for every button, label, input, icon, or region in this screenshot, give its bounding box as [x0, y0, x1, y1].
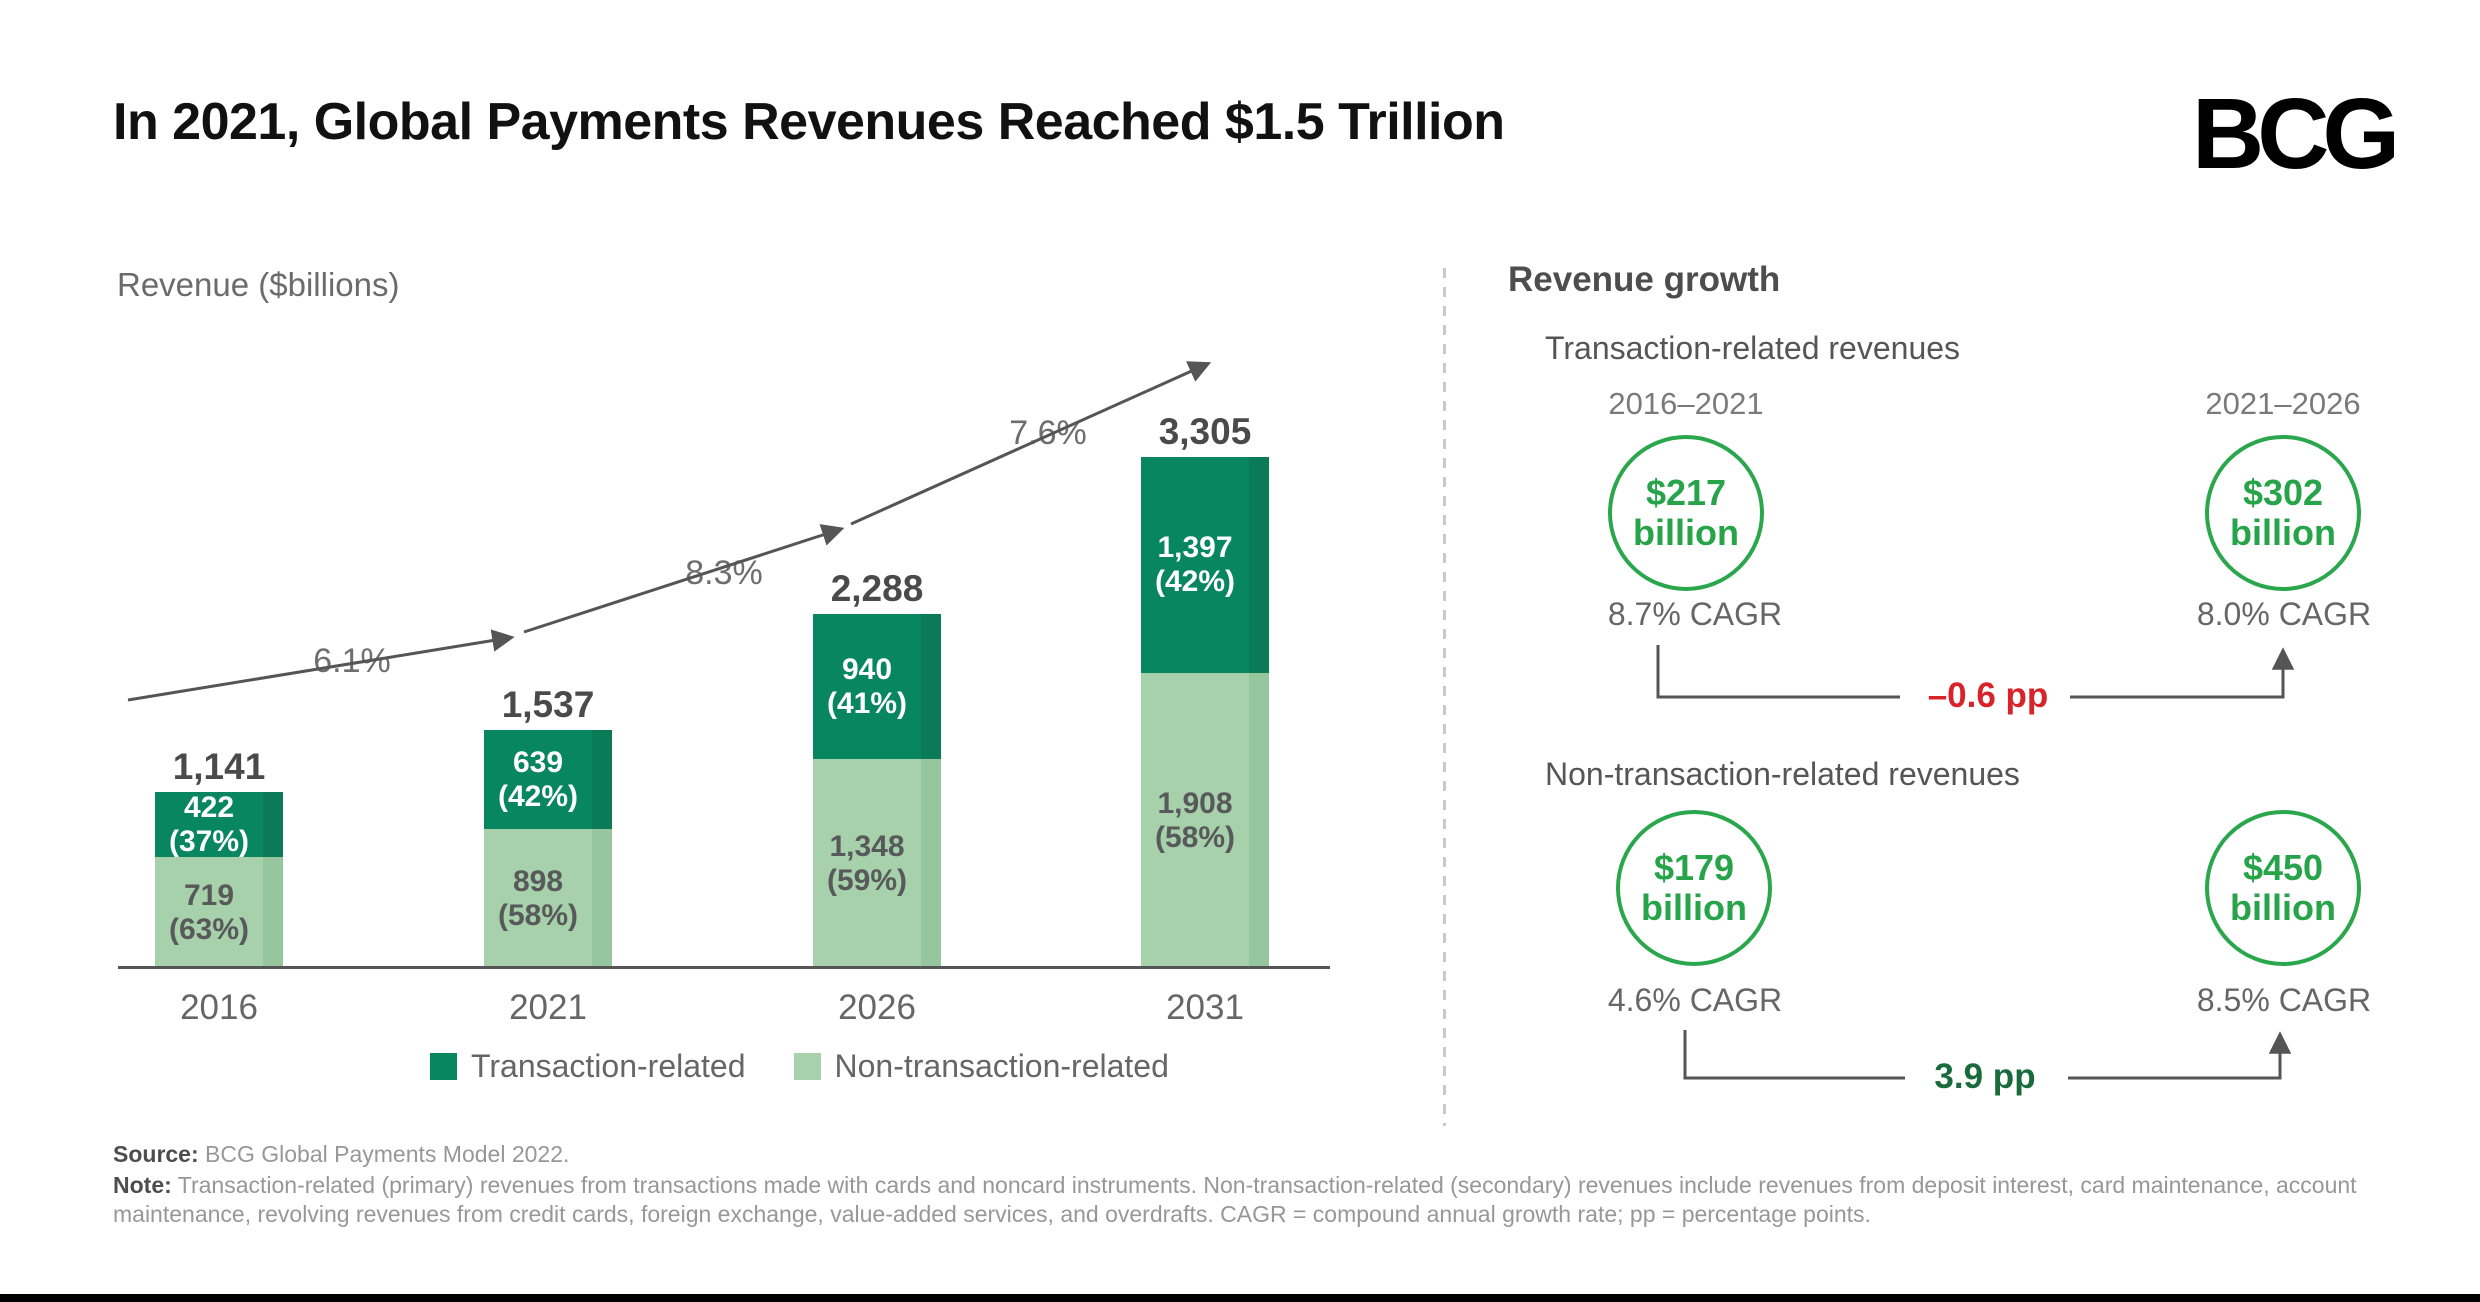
nontransaction-segment: 1,908 (58%): [1141, 673, 1269, 968]
vertical-dashed-divider: [1443, 268, 1446, 1126]
segment-percent: (42%): [1154, 565, 1236, 598]
source-line: Source: BCG Global Payments Model 2022.: [113, 1140, 2443, 1169]
note-text: Transaction-related (primary) revenues f…: [113, 1172, 2357, 1227]
bar-3d-shade: [592, 730, 612, 829]
bar-3d-shade: [263, 857, 283, 968]
segment-percent: (58%): [497, 898, 579, 932]
bar-3d-shade: [921, 759, 941, 968]
bar-total-label: 3,305: [1158, 411, 1252, 452]
circle-nontransaction-2021-2026: $450 billion: [2205, 810, 2361, 966]
nontransaction-color-swatch: [793, 1053, 821, 1080]
segment-value: 1,908: [1157, 786, 1233, 820]
x-axis-tick-label: 2016: [180, 988, 258, 1027]
circle-value: $217 billion: [1633, 472, 1739, 553]
segment-value: 1,348: [829, 829, 905, 863]
x-axis-tick-label: 2021: [509, 988, 587, 1027]
delta-connector-transaction-left: [1656, 645, 1900, 699]
bottom-black-bar: [0, 1294, 2480, 1302]
segment-value: 719: [183, 878, 235, 912]
period-label-2016-2021: 2016–2021: [1608, 386, 1764, 421]
bar-3d-shade: [592, 829, 612, 968]
x-axis-tick-label: 2026: [838, 988, 916, 1027]
bar-3d-shade: [263, 792, 283, 857]
nontransaction-segment: 1,348 (59%): [813, 759, 941, 968]
bar-segment-label: 940 (41%): [813, 653, 921, 721]
circle-transaction-2016-2021: $217 billion: [1608, 435, 1764, 591]
cagr-transaction-right: 8.0% CAGR: [2196, 596, 2372, 632]
circle-transaction-2021-2026: $302 billion: [2205, 435, 2361, 591]
bar-3d-shade: [1249, 457, 1269, 673]
segment-value: 940: [841, 652, 893, 686]
bar-segment-label: 639 (42%): [484, 746, 592, 814]
segment-percent: (37%): [168, 824, 250, 858]
trend-arrow-segment-1: [127, 629, 515, 702]
bar-total-label: 2,288: [830, 568, 924, 609]
legend-item-transaction: Transaction-related: [430, 1048, 746, 1085]
bar-segment-label: 898 (58%): [484, 865, 592, 933]
bar-segment-label: 422 (37%): [155, 791, 263, 859]
trend-growth-label: 6.1%: [313, 642, 391, 680]
segment-value: 639: [512, 745, 564, 779]
transaction-color-swatch: [430, 1053, 457, 1080]
segment-percent: (59%): [826, 863, 908, 897]
bar-total-label: 1,141: [172, 746, 266, 787]
transaction-segment: 422 (37%): [155, 791, 283, 859]
legend-label: Non-transaction-related: [834, 1048, 1169, 1084]
note-label: Note:: [113, 1172, 172, 1198]
legend-item-nontransaction: Non-transaction-related: [793, 1048, 1169, 1085]
x-axis-tick-label: 2031: [1166, 988, 1244, 1027]
trend-arrow-segment-2: [523, 524, 845, 634]
bar-segment-label: 719 (63%): [155, 879, 263, 947]
bar-total-label: 1,537: [501, 684, 595, 725]
circle-value: $302 billion: [2230, 472, 2336, 553]
delta-nontransaction: 3.9 pp: [1934, 1057, 2036, 1096]
delta-connector-transaction-right: [2070, 647, 2295, 699]
bar-segment-label: 1,908 (58%): [1141, 787, 1249, 855]
transaction-segment: 639 (42%): [484, 730, 612, 829]
x-axis-line: [118, 966, 1330, 969]
source-label: Source:: [113, 1141, 199, 1167]
segment-value: 1,397: [1157, 531, 1233, 564]
trend-growth-label: 8.3%: [685, 554, 763, 592]
circle-value: $179 billion: [1641, 847, 1747, 928]
cagr-transaction-left: 8.7% CAGR: [1607, 596, 1783, 632]
y-axis-title: Revenue ($billions): [117, 266, 400, 303]
footnote: Source: BCG Global Payments Model 2022. …: [113, 1140, 2443, 1229]
circle-value: $450 billion: [2230, 847, 2336, 928]
source-text: BCG Global Payments Model 2022.: [205, 1141, 570, 1167]
period-label-2021-2026: 2021–2026: [2205, 386, 2361, 421]
segment-value: 422: [183, 790, 235, 824]
segment-value: 898: [512, 864, 564, 898]
section-label-nontransaction: Non-transaction-related revenues: [1545, 756, 2020, 792]
chart-legend: Transaction-related Non-transaction-rela…: [430, 1048, 1169, 1085]
delta-connector-nontransaction-right: [2068, 1031, 2292, 1080]
delta-connector-nontransaction-left: [1683, 1030, 1905, 1080]
bar-3d-shade: [1249, 673, 1269, 968]
cagr-nontransaction-left: 4.6% CAGR: [1607, 982, 1783, 1018]
page-title: In 2021, Global Payments Revenues Reache…: [113, 93, 1505, 151]
segment-percent: (63%): [168, 912, 250, 946]
transaction-segment: 1,397 (42%): [1141, 457, 1269, 673]
section-label-transaction: Transaction-related revenues: [1545, 330, 1961, 366]
segment-percent: (41%): [826, 686, 908, 720]
bcg-logo: BCG: [2192, 78, 2400, 190]
circle-nontransaction-2016-2021: $179 billion: [1616, 810, 1772, 966]
bar-segment-label: 1,397 (42%): [1141, 531, 1249, 599]
segment-percent: (58%): [1154, 820, 1236, 854]
segment-percent: (42%): [497, 779, 579, 813]
nontransaction-segment: 719 (63%): [155, 857, 283, 968]
cagr-nontransaction-right: 8.5% CAGR: [2196, 982, 2372, 1018]
trend-arrow-segment-3: [850, 361, 1212, 526]
growth-panel-title: Revenue growth: [1508, 260, 1781, 299]
transaction-segment: 940 (41%): [813, 614, 941, 759]
bar-segment-label: 1,348 (59%): [813, 830, 921, 898]
delta-transaction: –0.6 pp: [1927, 676, 2049, 715]
bar-3d-shade: [921, 614, 941, 759]
note-line: Note: Transaction-related (primary) reve…: [113, 1171, 2443, 1229]
nontransaction-segment: 898 (58%): [484, 829, 612, 968]
legend-label: Transaction-related: [471, 1048, 746, 1084]
